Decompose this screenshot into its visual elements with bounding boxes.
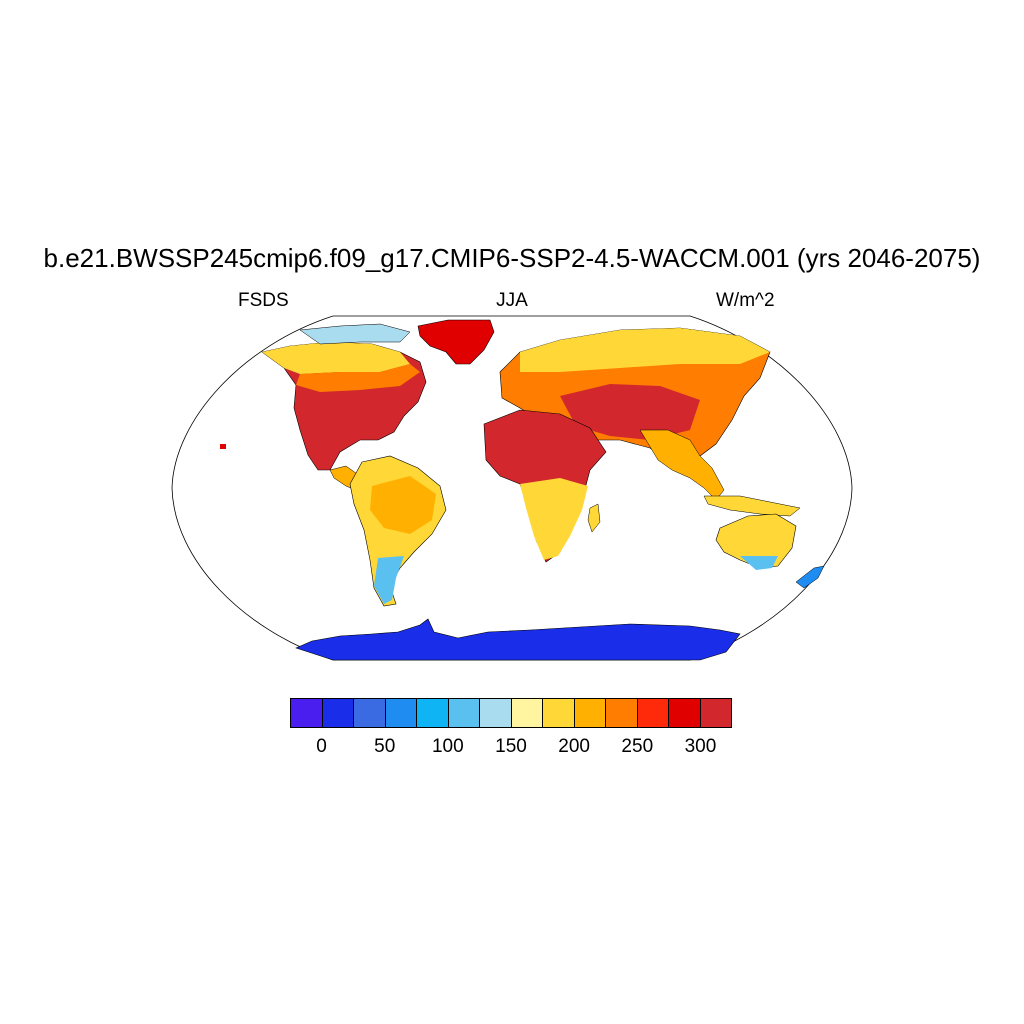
- colorbar-swatch: [574, 699, 606, 727]
- colorbar-swatch: [417, 699, 449, 727]
- middle-east-core: [560, 384, 700, 440]
- colorbar-swatch: [291, 699, 323, 727]
- madagascar: [587, 503, 601, 533]
- north-america-mid-band: [296, 364, 420, 392]
- colorbar-swatch: [354, 699, 386, 727]
- colorbar-swatch: [543, 699, 575, 727]
- colorbar: [290, 698, 732, 728]
- colorbar-swatch: [322, 699, 354, 727]
- canada-arctic-islands: [299, 323, 411, 345]
- colorbar-tick-label: 250: [621, 736, 654, 757]
- australia-south: [740, 556, 778, 570]
- colorbar-swatch: [511, 699, 543, 727]
- colorbar-swatch: [448, 699, 480, 727]
- new-zealand: [795, 565, 825, 589]
- indonesia: [703, 495, 801, 517]
- south-america-core: [370, 476, 436, 534]
- variable-label: FSDS: [238, 290, 289, 311]
- greenland: [417, 319, 495, 365]
- south-asia: [639, 429, 725, 501]
- colorbar-tick-label: 0: [316, 736, 327, 757]
- hawaii: [220, 444, 226, 449]
- colorbar-swatch: [606, 699, 638, 727]
- units-label: W/m^2: [716, 290, 775, 311]
- colorbar-swatch: [669, 699, 701, 727]
- australia: [715, 513, 797, 569]
- colorbar-swatch: [480, 699, 512, 727]
- colorbar-swatch: [637, 699, 669, 727]
- eurasia-north: [520, 328, 770, 372]
- map-title: b.e21.BWSSP245cmip6.f09_g17.CMIP6-SSP2-4…: [43, 243, 981, 273]
- africa-south: [520, 478, 588, 560]
- south-america-south: [374, 556, 404, 604]
- colorbar-tick-label: 150: [495, 736, 527, 757]
- season-label: JJA: [496, 290, 528, 311]
- colorbar-swatch: [385, 699, 417, 727]
- colorbar-tick-label: 300: [684, 736, 717, 757]
- colorbar-tick-label: 100: [431, 736, 464, 757]
- antarctica: [295, 618, 741, 661]
- colorbar-swatch: [700, 699, 731, 727]
- colorbar-tick-label: 200: [558, 736, 590, 757]
- north-america-north-band: [262, 342, 410, 374]
- colorbar-tick-label: 50: [374, 736, 396, 757]
